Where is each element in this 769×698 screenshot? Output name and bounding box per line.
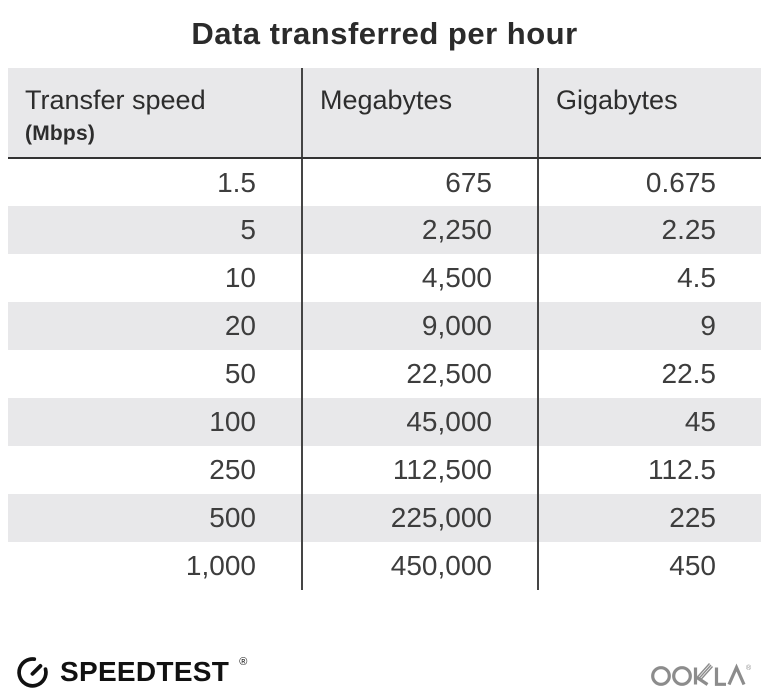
column-header-unit: (Mbps) — [25, 122, 96, 145]
gigabytes-value-cell: 2.25 — [537, 206, 761, 254]
speed-value-cell: 1,000 — [185, 550, 256, 581]
gigabytes-value-cell: 112.5 — [537, 446, 761, 494]
table-row: 1.5 675 0.675 — [8, 158, 761, 206]
column-header-label: Transfer speed — [25, 85, 206, 115]
table-row: 500 225,000 225 — [8, 494, 761, 542]
gigabytes-value-cell: 0.675 — [537, 158, 761, 206]
speed-value-cell: 5 — [240, 214, 256, 245]
table-row: 100 45,000 45 — [8, 398, 761, 446]
column-header-label: Gigabytes — [556, 85, 678, 115]
column-header-transfer-speed: Transfer speed (Mbps) — [8, 68, 302, 159]
megabytes-value-cell: 9,000 — [301, 302, 538, 350]
page-title: Data transferred per hour — [191, 16, 578, 51]
speed-value-cell: 50 — [224, 358, 256, 389]
registered-trademark-icon: ® — [239, 655, 248, 668]
table-row: 50 22,500 22.5 — [8, 350, 761, 398]
megabytes-value-cell: 22,500 — [301, 350, 538, 398]
header-row: Transfer speed (Mbps) Megabytes Gigabyte… — [8, 68, 761, 159]
speedtest-wordmark: SPEEDTEST — [60, 655, 230, 687]
speed-value-cell: 250 — [209, 454, 256, 485]
table-row: 20 9,000 9 — [8, 302, 761, 350]
megabytes-value-cell: 112,500 — [301, 446, 538, 494]
column-header-megabytes: Megabytes — [301, 68, 538, 159]
table-row: 5 2,250 2.25 — [8, 206, 761, 254]
speed-value-cell: 10 — [224, 262, 256, 293]
megabytes-value-cell: 45,000 — [301, 398, 538, 446]
speed-value-cell: 100 — [209, 406, 256, 437]
gigabytes-value-cell: 225 — [537, 494, 761, 542]
megabytes-value-cell: 225,000 — [301, 494, 538, 542]
speed-value-cell: 500 — [209, 502, 256, 533]
table-row: 1,000 450,000 450 — [8, 542, 761, 590]
megabytes-value-cell: 2,250 — [301, 206, 538, 254]
speed-value-cell: 20 — [224, 310, 256, 341]
megabytes-value-cell: 450,000 — [301, 542, 538, 590]
ookla-logo: ® — [649, 656, 755, 688]
gigabytes-value-cell: 450 — [537, 542, 761, 590]
footer: SPEEDTEST ® ® — [14, 653, 755, 690]
megabytes-value-cell: 4,500 — [301, 254, 538, 302]
data-table: Transfer speed (Mbps) Megabytes Gigabyte… — [8, 68, 761, 590]
ookla-registered-trademark: ® — [746, 664, 752, 672]
table-row: 10 4,500 4.5 — [8, 254, 761, 302]
column-header-gigabytes: Gigabytes — [537, 68, 761, 159]
ookla-wordmark-icon: ® — [651, 662, 752, 686]
gigabytes-value-cell: 45 — [537, 398, 761, 446]
speed-value-cell: 1.5 — [217, 166, 256, 198]
gigabytes-value-cell: 9 — [537, 302, 761, 350]
table-row: 250 112,500 112.5 — [8, 446, 761, 494]
speedtest-logo: SPEEDTEST ® — [14, 653, 247, 690]
gigabytes-value-cell: 22.5 — [537, 350, 761, 398]
column-header-label: Megabytes — [320, 85, 453, 115]
gigabytes-value-cell: 4.5 — [537, 254, 761, 302]
speedtest-gauge-icon — [17, 657, 48, 688]
megabytes-value-cell: 675 — [301, 158, 538, 206]
